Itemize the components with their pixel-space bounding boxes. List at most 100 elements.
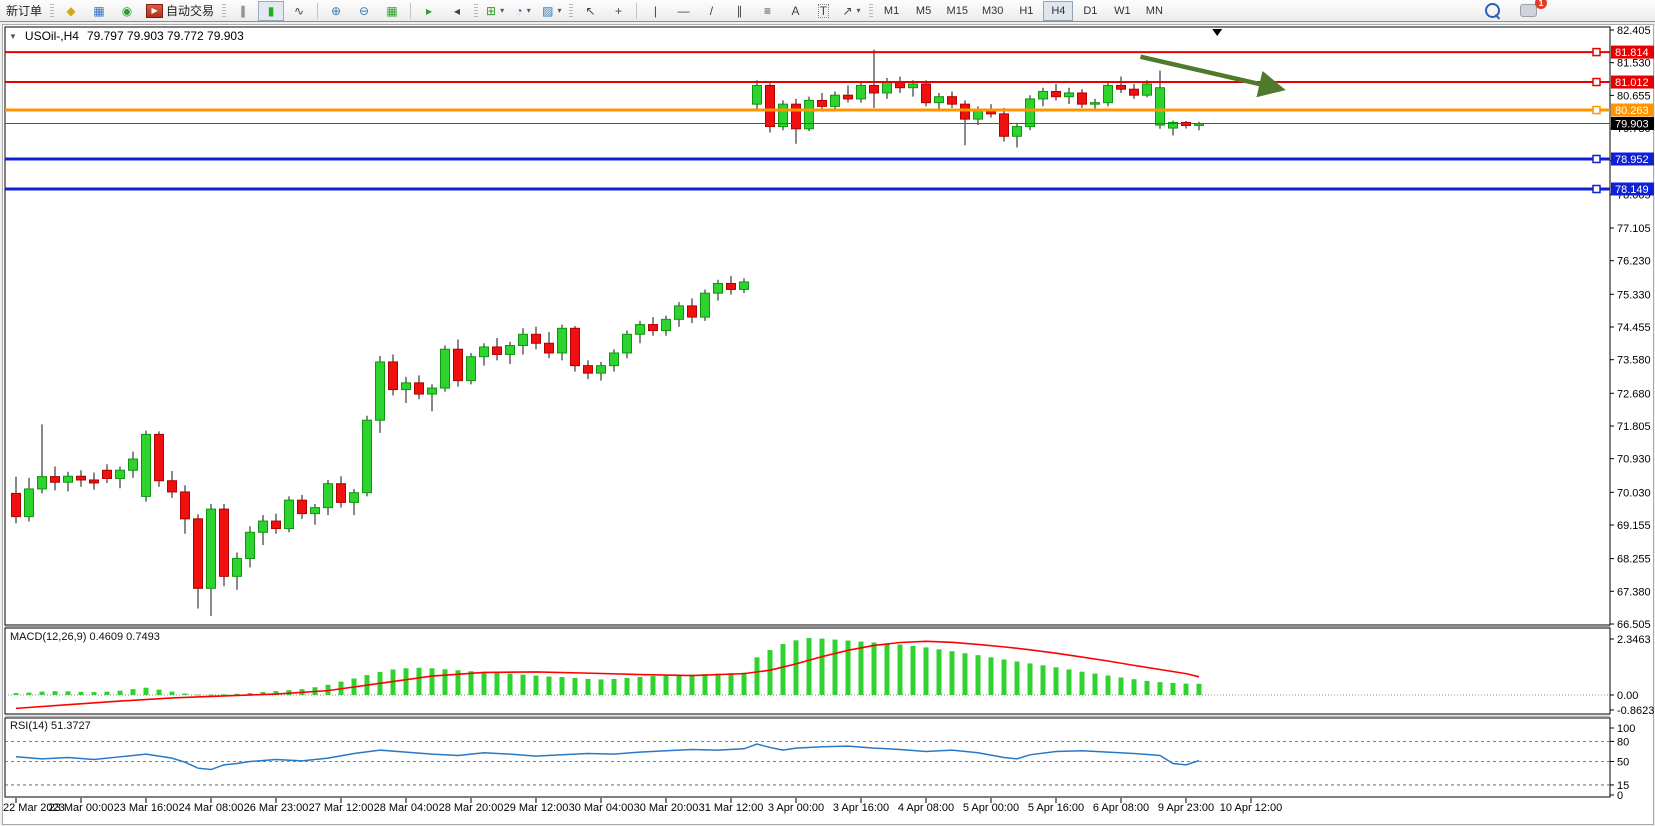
zoom-in-button[interactable]: ⊕ [323, 1, 349, 21]
horizontal-line-tool-button[interactable]: — [670, 1, 696, 21]
macd-histogram-bar [195, 694, 201, 696]
time-label: 9 Apr 23:00 [1157, 802, 1215, 814]
macd-histogram-bar [1053, 667, 1059, 695]
timeframe-w1-button[interactable]: W1 [1114, 4, 1131, 17]
candle [1142, 83, 1152, 96]
timeframe-m30-button[interactable]: M30 [981, 4, 1004, 17]
toolbar-grip[interactable] [222, 3, 227, 18]
time-label: 30 Mar 20:00 [633, 802, 699, 814]
macd-histogram-bar [910, 645, 916, 695]
search-button[interactable] [1479, 1, 1505, 21]
candle [63, 475, 73, 483]
candle [921, 83, 931, 104]
price-line-handle[interactable] [1592, 47, 1601, 57]
templates-button[interactable]: ▨ ▾ [538, 1, 565, 21]
market-watch-button[interactable]: ▦ [86, 1, 112, 21]
channel-tool-button[interactable]: ∥ [726, 1, 752, 21]
indicators-button[interactable]: ⊞ ▾ [482, 1, 508, 21]
time-axis[interactable]: 22 Mar 2023 23 Mar 00:00 23 Mar 16:00 24 Ma… [0, 802, 1655, 818]
timeframe-m5-button[interactable]: M5 [915, 4, 932, 17]
time-label: 23 Mar 16:00 [113, 802, 179, 814]
price-tick-label: 76.230 [1617, 256, 1651, 268]
bar-chart-type-button[interactable]: ∥ [230, 1, 256, 21]
price-line-handle[interactable] [1592, 184, 1601, 194]
toolbar-grip[interactable] [474, 3, 479, 18]
timeframe-mn-button[interactable]: MN [1145, 4, 1163, 17]
price-tick-label: 75.330 [1617, 289, 1651, 301]
price-line-handle[interactable] [1592, 105, 1601, 115]
timeframe-m15-button[interactable]: M15 [946, 4, 968, 17]
line-chart-type-button[interactable]: ∿ [286, 1, 312, 21]
new-order-button[interactable]: 新订单 [2, 1, 46, 21]
timeframe-m1-button[interactable]: M1 [883, 4, 900, 17]
market-watch-icon: ▦ [93, 3, 105, 18]
candlestick-type-button[interactable]: ▮ [258, 0, 285, 21]
vertical-line-tool-button[interactable]: | [642, 1, 668, 21]
macd-histogram-bar [65, 691, 71, 695]
candle [934, 96, 944, 104]
candle [765, 84, 775, 128]
timeframe-h4-button[interactable]: H4 [1043, 0, 1074, 21]
macd-histogram-bar [13, 693, 19, 695]
timeframe-d1-button[interactable]: D1 [1083, 4, 1098, 17]
zoom-out-button[interactable]: ⊖ [351, 1, 377, 21]
autotrade-button[interactable]: ▶ 自动交易 [142, 1, 218, 21]
candle [271, 520, 281, 530]
cursor-tool-button[interactable]: ↖ [577, 1, 603, 21]
macd-histogram-bar [1027, 663, 1033, 695]
price-tick-label: 71.805 [1617, 421, 1651, 433]
tile-windows-button[interactable]: ▦ [379, 1, 405, 21]
price-tick-label: 70.930 [1617, 454, 1651, 466]
trend-arrow-annotation[interactable] [1139, 54, 1286, 98]
macd-histogram-bar [585, 678, 591, 695]
candle [739, 281, 749, 290]
one-click-toggle-icon[interactable]: ▼ [9, 31, 17, 41]
auto-scroll-button[interactable]: ▸ [416, 1, 442, 21]
label-tool-button[interactable]: T [810, 1, 836, 21]
signal-button[interactable]: ◉ [114, 1, 140, 21]
price-tick-label: 70.030 [1617, 487, 1651, 499]
fibonacci-tool-button[interactable]: ≡ [754, 1, 780, 21]
candle [1077, 92, 1087, 105]
price-tick-label: 69.155 [1617, 520, 1651, 532]
candle [180, 491, 190, 520]
macd-scale-label: 2.3463 [1617, 634, 1651, 646]
candle [193, 518, 203, 589]
macd-histogram-bar [1131, 679, 1137, 695]
periods-button[interactable]: ◔ ▾ [510, 1, 536, 21]
price-tick-label: 77.105 [1617, 223, 1651, 235]
chat-button[interactable]: 1 [1515, 0, 1547, 21]
current-price-tag-text: 79.903 [1615, 118, 1649, 130]
macd-histogram-bar [221, 694, 227, 696]
chart-shift-button[interactable]: ◂ [444, 1, 470, 21]
macd-histogram-bar [767, 650, 773, 695]
arrows-tool-button[interactable]: ↗ ▾ [838, 1, 864, 21]
macd-scale-label: -0.8623 [1617, 705, 1654, 717]
macd-histogram-bar [858, 641, 864, 695]
zoom-in-icon: ⊕ [331, 3, 342, 18]
crosshair-tool-button[interactable]: + [605, 1, 631, 21]
trendline-tool-button[interactable]: / [698, 1, 724, 21]
macd-signal-line [15, 640, 1200, 710]
timeframe-h1-button[interactable]: H1 [1019, 4, 1034, 17]
candle [427, 387, 437, 395]
time-label: 31 Mar 12:00 [698, 802, 764, 814]
text-tool-button[interactable]: A [782, 1, 808, 21]
candle [362, 419, 372, 494]
macd-histogram-bar [975, 655, 981, 695]
toolbar-grip[interactable] [868, 3, 873, 18]
toolbar-grip[interactable] [50, 3, 55, 18]
candle [570, 327, 580, 367]
price-line-handle[interactable] [1592, 77, 1601, 87]
macd-histogram-bar [923, 647, 929, 695]
new-chart-button[interactable]: ◆ [58, 1, 84, 21]
macd-histogram-bar [507, 673, 513, 695]
time-marker-icon[interactable] [1212, 29, 1223, 36]
toolbar-grip[interactable] [569, 3, 574, 18]
candle [648, 324, 658, 332]
macd-histogram-bar [1183, 683, 1189, 695]
candle [1025, 98, 1035, 128]
price-line-handle[interactable] [1592, 154, 1601, 164]
time-label: 3 Apr 00:00 [767, 802, 825, 814]
